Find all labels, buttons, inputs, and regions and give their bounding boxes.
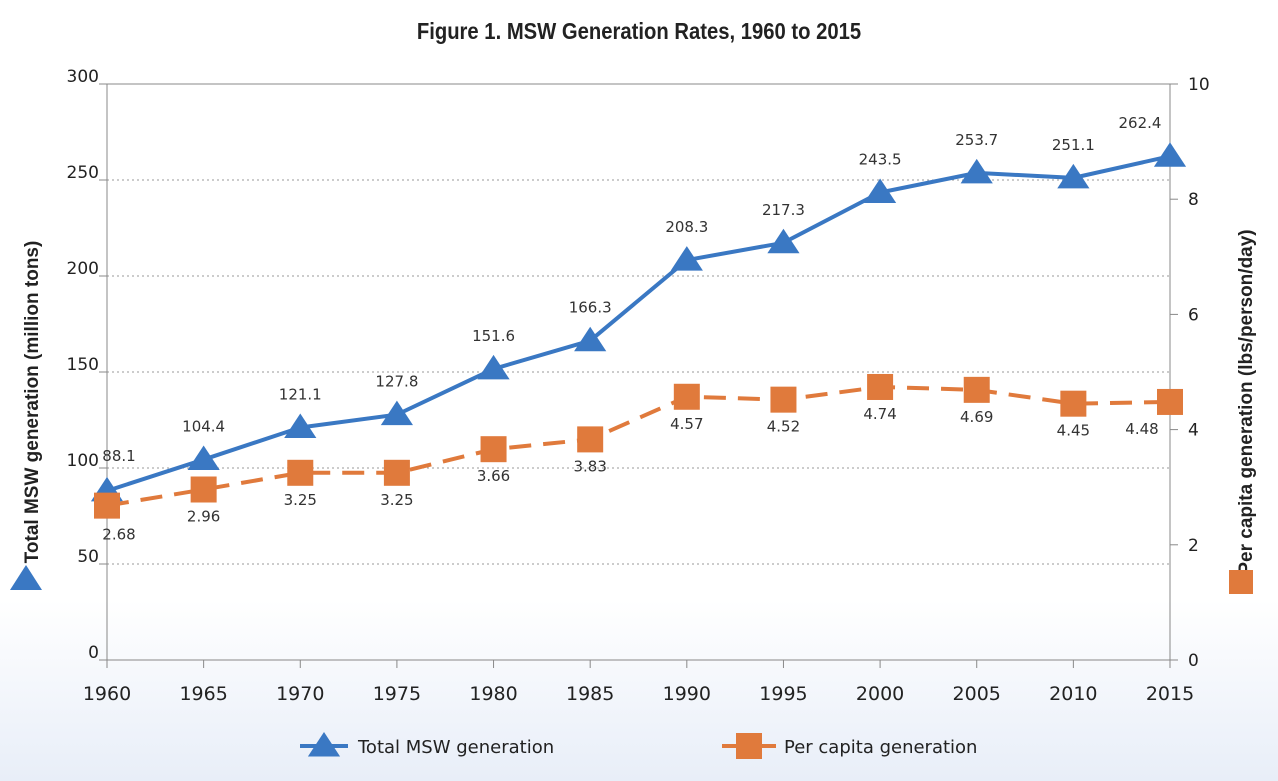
legend: Total MSW generation Per capita generatio… (300, 732, 977, 759)
per-capita-data-label: 4.74 (863, 405, 896, 423)
x-axis-tick-label: 1990 (663, 683, 711, 705)
data-point-square (577, 426, 604, 453)
right-axis-tick-label: 8 (1188, 190, 1199, 210)
right-axis-tick-label: 0 (1188, 651, 1199, 671)
data-point-triangle (477, 354, 510, 380)
legend-triangle-icon (307, 732, 341, 757)
data-point-triangle (1057, 163, 1090, 189)
per-capita-data-label: 2.68 (102, 526, 135, 544)
data-point-triangle (767, 228, 800, 254)
total-msw-data-label: 243.5 (859, 150, 902, 168)
total-msw-data-label: 121.1 (279, 385, 322, 403)
per-capita-data-label: 3.83 (573, 457, 606, 475)
data-point-triangle (187, 445, 220, 471)
total-msw-data-label: 104.4 (182, 418, 225, 436)
gridlines (107, 179, 1170, 565)
per-capita-data-label: 4.69 (960, 408, 993, 426)
x-axis-tick-label: 2005 (953, 683, 1001, 705)
legend-label-total-msw: Total MSW generation (357, 737, 554, 758)
right-axis-square-icon (1229, 570, 1253, 594)
left-axis-tick-label: 300 (67, 67, 99, 87)
total-msw-data-label: 166.3 (569, 299, 612, 317)
per-capita-data-label: 3.25 (380, 491, 413, 509)
data-point-triangle (284, 413, 317, 438)
data-point-triangle (380, 400, 414, 426)
right-axis-tick-label: 4 (1188, 421, 1199, 441)
data-point-square (383, 459, 410, 486)
right-axis-tick-label: 6 (1188, 305, 1199, 325)
series-line-per-capita (106, 384, 1171, 508)
total-msw-data-label: 151.6 (472, 327, 515, 345)
x-axis-tick-label: 1995 (759, 683, 807, 705)
left-axis-tick-label: 50 (77, 547, 99, 567)
total-msw-data-label: 217.3 (762, 201, 805, 219)
legend-square-icon (736, 733, 762, 759)
total-msw-data-label: 262.4 (1119, 114, 1162, 132)
data-labels: 88.1 104.4 121.1 127.8 151.6 166.3 208.3 217.3 2… (102, 114, 1161, 543)
data-point-triangle (960, 158, 993, 184)
chart-title: Figure 1. MSW Generation Rates, 1960 to … (416, 18, 862, 44)
x-axis-tick-label: 1970 (276, 683, 324, 705)
data-point-square (287, 459, 314, 486)
series-layer (90, 142, 1187, 519)
left-axis-tick-label: 250 (67, 163, 99, 183)
left-axis-tick-label: 0 (88, 643, 99, 663)
data-point-square (480, 436, 507, 463)
left-axis-tick-label: 100 (67, 451, 99, 471)
x-axis-tick-label: 1980 (469, 683, 517, 705)
left-axis-triangle-icon (10, 565, 42, 590)
data-point-triangle (670, 246, 703, 271)
left-axis-tick-label: 150 (67, 355, 99, 375)
x-axis-tick-label: 2000 (856, 683, 904, 705)
right-axis-title: Per capita generation (lbs/person/day) (1236, 229, 1257, 574)
data-point-triangle (574, 326, 607, 352)
series-line-total-msw (106, 154, 1171, 493)
data-point-square (190, 476, 217, 503)
data-point-square (867, 373, 894, 400)
total-msw-data-label: 251.1 (1052, 136, 1095, 154)
x-axis-tick-label: 2015 (1146, 683, 1194, 705)
per-capita-data-label: 4.52 (767, 418, 800, 436)
x-axis-tick-label: 1960 (83, 683, 131, 705)
axes: 0 50 100 150 200 250 300 0 2 4 6 8 10 1960 1965 1970 197… (10, 67, 1257, 705)
per-capita-data-label: 4.57 (670, 415, 703, 433)
total-msw-data-label: 88.1 (102, 447, 135, 465)
left-axis-title: Total MSW generation (million tons) (22, 241, 43, 564)
legend-label-per-capita: Per capita generation (784, 737, 977, 758)
data-point-square (1157, 388, 1183, 415)
per-capita-data-label: 2.96 (187, 508, 220, 526)
x-axis-tick-label: 1965 (179, 683, 227, 705)
per-capita-data-label: 3.66 (477, 467, 510, 485)
data-point-triangle (1153, 142, 1187, 167)
data-point-triangle (863, 178, 897, 203)
per-capita-data-label: 4.45 (1057, 422, 1090, 440)
data-point-square (673, 383, 700, 410)
total-msw-data-label: 208.3 (665, 218, 708, 236)
data-point-square (94, 492, 120, 519)
x-axis-tick-label: 2010 (1049, 683, 1097, 705)
x-axis-tick-label: 1975 (373, 683, 421, 705)
total-msw-data-label: 253.7 (955, 131, 998, 149)
data-point-square (1060, 390, 1087, 417)
data-point-square (963, 376, 990, 403)
right-axis-tick-label: 2 (1188, 536, 1199, 556)
data-point-square (770, 386, 797, 413)
right-axis-tick-label: 10 (1188, 75, 1210, 95)
per-capita-data-label: 4.48 (1125, 420, 1158, 438)
x-axis-tick-label: 1985 (566, 683, 614, 705)
per-capita-data-label: 3.25 (284, 491, 317, 509)
left-axis-tick-label: 200 (67, 259, 99, 279)
total-msw-data-label: 127.8 (375, 373, 418, 391)
